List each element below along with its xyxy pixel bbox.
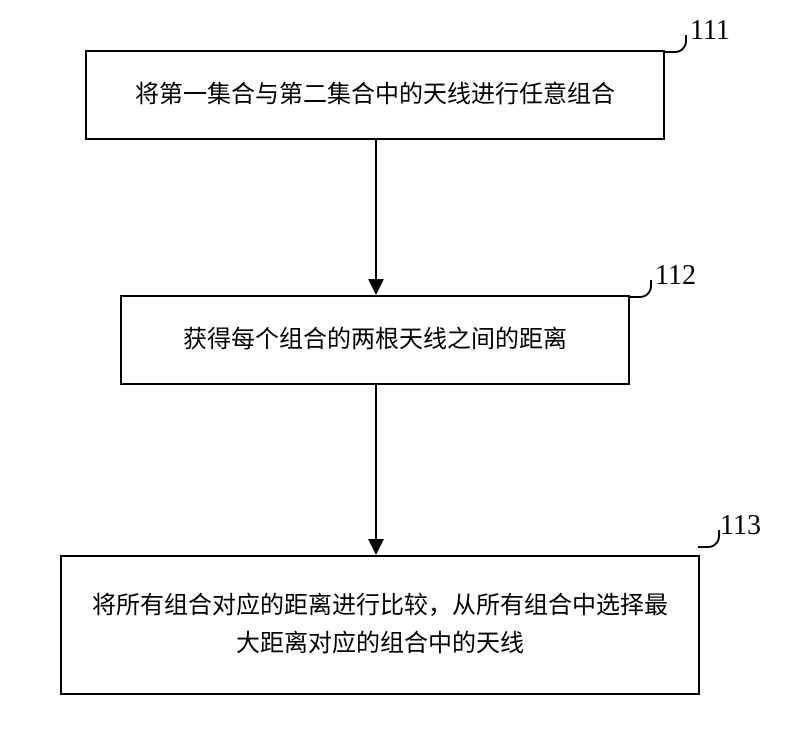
step-1-text: 将第一集合与第二集合中的天线进行任意组合: [135, 76, 615, 114]
label-connector-2: [630, 280, 652, 298]
flowchart-step-3: 将所有组合对应的距离进行比较，从所有组合中选择最大距离对应的组合中的天线: [60, 555, 700, 695]
flowchart-step-2: 获得每个组合的两根天线之间的距离: [120, 295, 630, 385]
step-1-label: 111: [690, 15, 730, 47]
arrow-1-head: [368, 279, 384, 295]
arrow-1-line: [375, 140, 377, 280]
step-3-text: 将所有组合对应的距离进行比较，从所有组合中选择最大距离对应的组合中的天线: [82, 587, 678, 664]
step-2-text: 获得每个组合的两根天线之间的距离: [183, 321, 567, 359]
arrow-2-line: [375, 385, 377, 540]
label-connector-3: [698, 530, 720, 548]
step-3-label: 113: [720, 510, 761, 542]
arrow-2-head: [368, 539, 384, 555]
flowchart-container: 将第一集合与第二集合中的天线进行任意组合 111 获得每个组合的两根天线之间的距…: [0, 0, 800, 740]
label-connector-1: [665, 35, 687, 53]
step-2-label: 112: [655, 260, 696, 292]
flowchart-step-1: 将第一集合与第二集合中的天线进行任意组合: [85, 50, 665, 140]
